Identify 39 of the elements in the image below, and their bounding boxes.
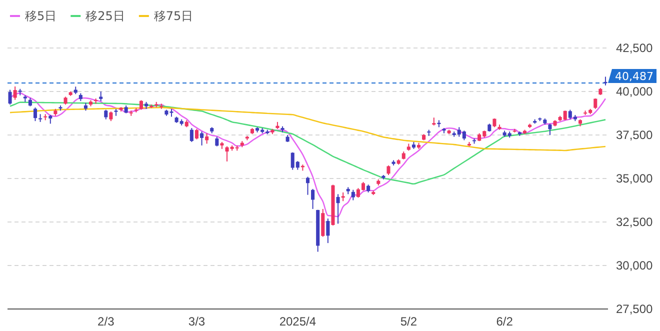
candlestick: [311, 188, 315, 210]
y-tick-label: 30,000: [616, 258, 654, 272]
candlestick: [33, 107, 38, 122]
candlestick: [200, 131, 204, 146]
candlestick: [215, 136, 219, 147]
candlestick: [326, 218, 330, 244]
candlestick: [99, 91, 103, 102]
candlestick: [205, 132, 209, 144]
y-tick-label: 37,500: [616, 128, 654, 142]
candlestick: [306, 176, 310, 196]
x-tick-label: 5/2: [400, 314, 418, 329]
legend-label: 移5日: [25, 9, 57, 24]
candlestick: [604, 76, 608, 86]
candlestick: [386, 164, 390, 176]
candlestick: [109, 111, 113, 122]
legend-label: 移25日: [86, 9, 125, 24]
line-series: [9, 106, 606, 152]
candlestick: [139, 100, 143, 110]
y-tick-label: 40,000: [616, 84, 654, 98]
y-tick-label: 27,500: [616, 302, 654, 316]
candlestick: [8, 89, 12, 106]
x-tick-label: 6/2: [496, 314, 514, 329]
candlestick: [548, 123, 552, 136]
candlestick: [13, 86, 17, 100]
candlestick: [190, 128, 194, 142]
candlestick: [104, 109, 108, 120]
candlestick: [351, 189, 355, 201]
y-tick-label: 32,500: [616, 214, 654, 229]
candlestick: [38, 114, 42, 122]
y-tick-label: 35,000: [616, 171, 654, 186]
legend-label: 移75日: [154, 9, 194, 24]
candlestick: [336, 194, 340, 224]
candlestick: [194, 128, 198, 140]
ref-line-label: 40,487: [615, 70, 654, 83]
y-tick-label: 42,500: [616, 40, 654, 55]
x-tick-label: 2/3: [98, 314, 115, 329]
candlestick: [321, 208, 325, 238]
x-tick-label: 2025/4: [279, 314, 316, 329]
x-tick-label: 3/3: [188, 314, 206, 329]
